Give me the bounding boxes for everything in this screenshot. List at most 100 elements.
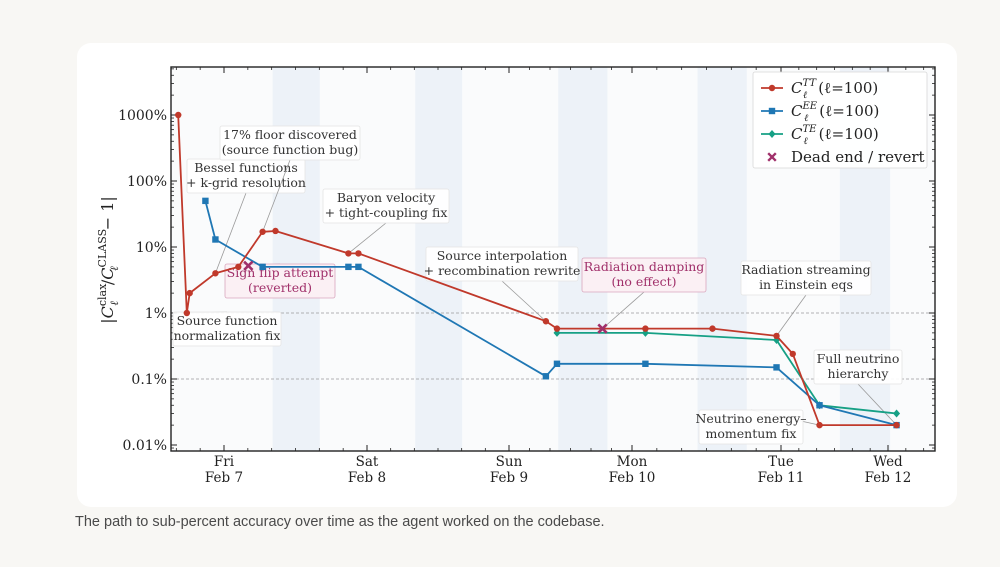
- annotation-leader: [602, 291, 645, 329]
- y-tick-label: 1000%: [118, 108, 167, 124]
- legend-symbol: C: [791, 125, 803, 143]
- annotation-text: Sign flip attempt: [227, 265, 334, 280]
- legend-label: CTT ℓ (ℓ=100): [791, 78, 878, 101]
- annotation-leader: [262, 159, 291, 232]
- dead-end-marker: [597, 323, 608, 334]
- legend: CTT ℓ (ℓ=100)CEE ℓ (ℓ=100)CTE ℓ (ℓ=100)Dead en…: [752, 71, 928, 169]
- y-label-part: ℓ: [108, 266, 121, 271]
- legend-label: Dead end / revert: [791, 148, 925, 166]
- legend-x-icon: [767, 152, 777, 162]
- annotation-text: 17% floor discovered: [223, 127, 357, 142]
- plot-frame: [170, 66, 936, 452]
- x-tick-date: Feb 9: [490, 470, 528, 486]
- data-point: [345, 263, 352, 271]
- y-tick-label: 0.1%: [131, 372, 167, 388]
- data-point: [345, 250, 352, 257]
- annotation-text: Source interpolation: [437, 248, 568, 263]
- annotation: Baryon velocity+ tight-coupling fix: [322, 188, 450, 254]
- x-tick-day: Sat: [356, 454, 379, 470]
- figure-caption: The path to sub-percent accuracy over ti…: [75, 514, 605, 530]
- x-tick-day: Fri: [214, 454, 235, 470]
- y-tick-label: 10%: [136, 240, 167, 256]
- annotation-leader: [501, 280, 547, 322]
- data-point: [816, 421, 823, 429]
- legend-superscript: TT: [802, 78, 817, 89]
- y-label-part: clax: [96, 283, 109, 306]
- legend-box: [752, 71, 928, 169]
- legend-item: CTT ℓ (ℓ=100): [761, 78, 878, 101]
- annotation-leader: [776, 294, 807, 337]
- annotation-box: [813, 349, 903, 385]
- x-tick-date: Feb 10: [609, 470, 656, 486]
- data-point: [272, 227, 279, 235]
- data-point: [212, 236, 219, 243]
- y-tick-label: 100%: [127, 174, 167, 190]
- y-label-part: |: [98, 318, 117, 323]
- annotation-text: Source function: [177, 313, 278, 328]
- legend-symbol: C: [791, 79, 803, 97]
- annotation-box: [581, 257, 707, 293]
- x-tick-date: Feb 7: [205, 470, 243, 486]
- data-point: [259, 263, 266, 271]
- annotation-box: [740, 260, 872, 296]
- annotation-text: Radiation streaming: [741, 262, 870, 277]
- data-point: [789, 350, 796, 358]
- y-tick-label: 0.01%: [123, 438, 167, 454]
- data-point: [186, 289, 193, 297]
- annotation-text: + recombination rewrite: [424, 263, 581, 278]
- x-tick-day: Tue: [768, 454, 794, 470]
- annotation-leader: [348, 222, 387, 254]
- dead-end-marker: [243, 260, 254, 271]
- annotation-text: in Einstein eqs: [759, 277, 853, 292]
- annotation-text: + k-grid resolution: [186, 175, 306, 190]
- data-point: [553, 325, 561, 332]
- legend-subscript: ℓ: [803, 90, 807, 101]
- data-point: [542, 318, 550, 325]
- y-tick-label: 1%: [145, 306, 167, 322]
- data-point: [709, 325, 716, 332]
- data-point: [642, 360, 649, 367]
- legend-rest: (ℓ=100): [819, 125, 879, 143]
- annotation: Source interpolation+ recombination rewr…: [424, 246, 581, 322]
- annotation-leader: [215, 192, 247, 274]
- data-point: [553, 360, 561, 367]
- legend-rest: (ℓ=100): [818, 79, 878, 97]
- annotation-text: Radiation damping: [584, 259, 705, 274]
- x-tick-day: Mon: [617, 454, 648, 470]
- legend-item: CTE ℓ (ℓ=100): [761, 124, 879, 147]
- annotation-text: (source function bug): [222, 142, 358, 157]
- y-axis-label: |Cclaxℓ/CCLASSℓ− 1|: [96, 196, 121, 324]
- annotation: Radiation damping(no effect): [581, 257, 707, 329]
- annotation-text: normalization fix: [174, 328, 281, 343]
- annotation: Neutrino energy–momentum fix: [695, 409, 820, 445]
- y-label-part: C: [98, 267, 117, 279]
- annotation-box: [224, 263, 336, 299]
- y-label-part: /: [98, 279, 117, 285]
- data-point: [642, 325, 649, 332]
- x-tick-date: Feb 12: [865, 470, 912, 486]
- legend-item: CEE ℓ (ℓ=100): [761, 101, 879, 124]
- annotation-text: + tight-coupling fix: [325, 205, 448, 220]
- annotation-leader: [857, 383, 897, 426]
- data-point: [355, 250, 362, 257]
- y-label-part: ℓ: [108, 301, 121, 306]
- annotation-text: Full neutrino: [817, 351, 900, 366]
- annotation-text: momentum fix: [706, 426, 797, 441]
- annotation: Sign flip attempt(reverted): [224, 263, 336, 299]
- data-point: [773, 364, 780, 371]
- data-point: [175, 111, 182, 119]
- data-point: [235, 263, 242, 271]
- data-point: [355, 263, 362, 271]
- data-point: [768, 84, 776, 92]
- legend-subscript: ℓ: [803, 136, 807, 147]
- annotation-text: Baryon velocity: [337, 190, 436, 205]
- annotation-box: [698, 409, 804, 445]
- annotation-box: [172, 311, 282, 347]
- legend-subscript: ℓ: [804, 113, 808, 124]
- annotation-text: hierarchy: [828, 366, 890, 381]
- data-point: [768, 107, 776, 115]
- data-point: [773, 332, 780, 340]
